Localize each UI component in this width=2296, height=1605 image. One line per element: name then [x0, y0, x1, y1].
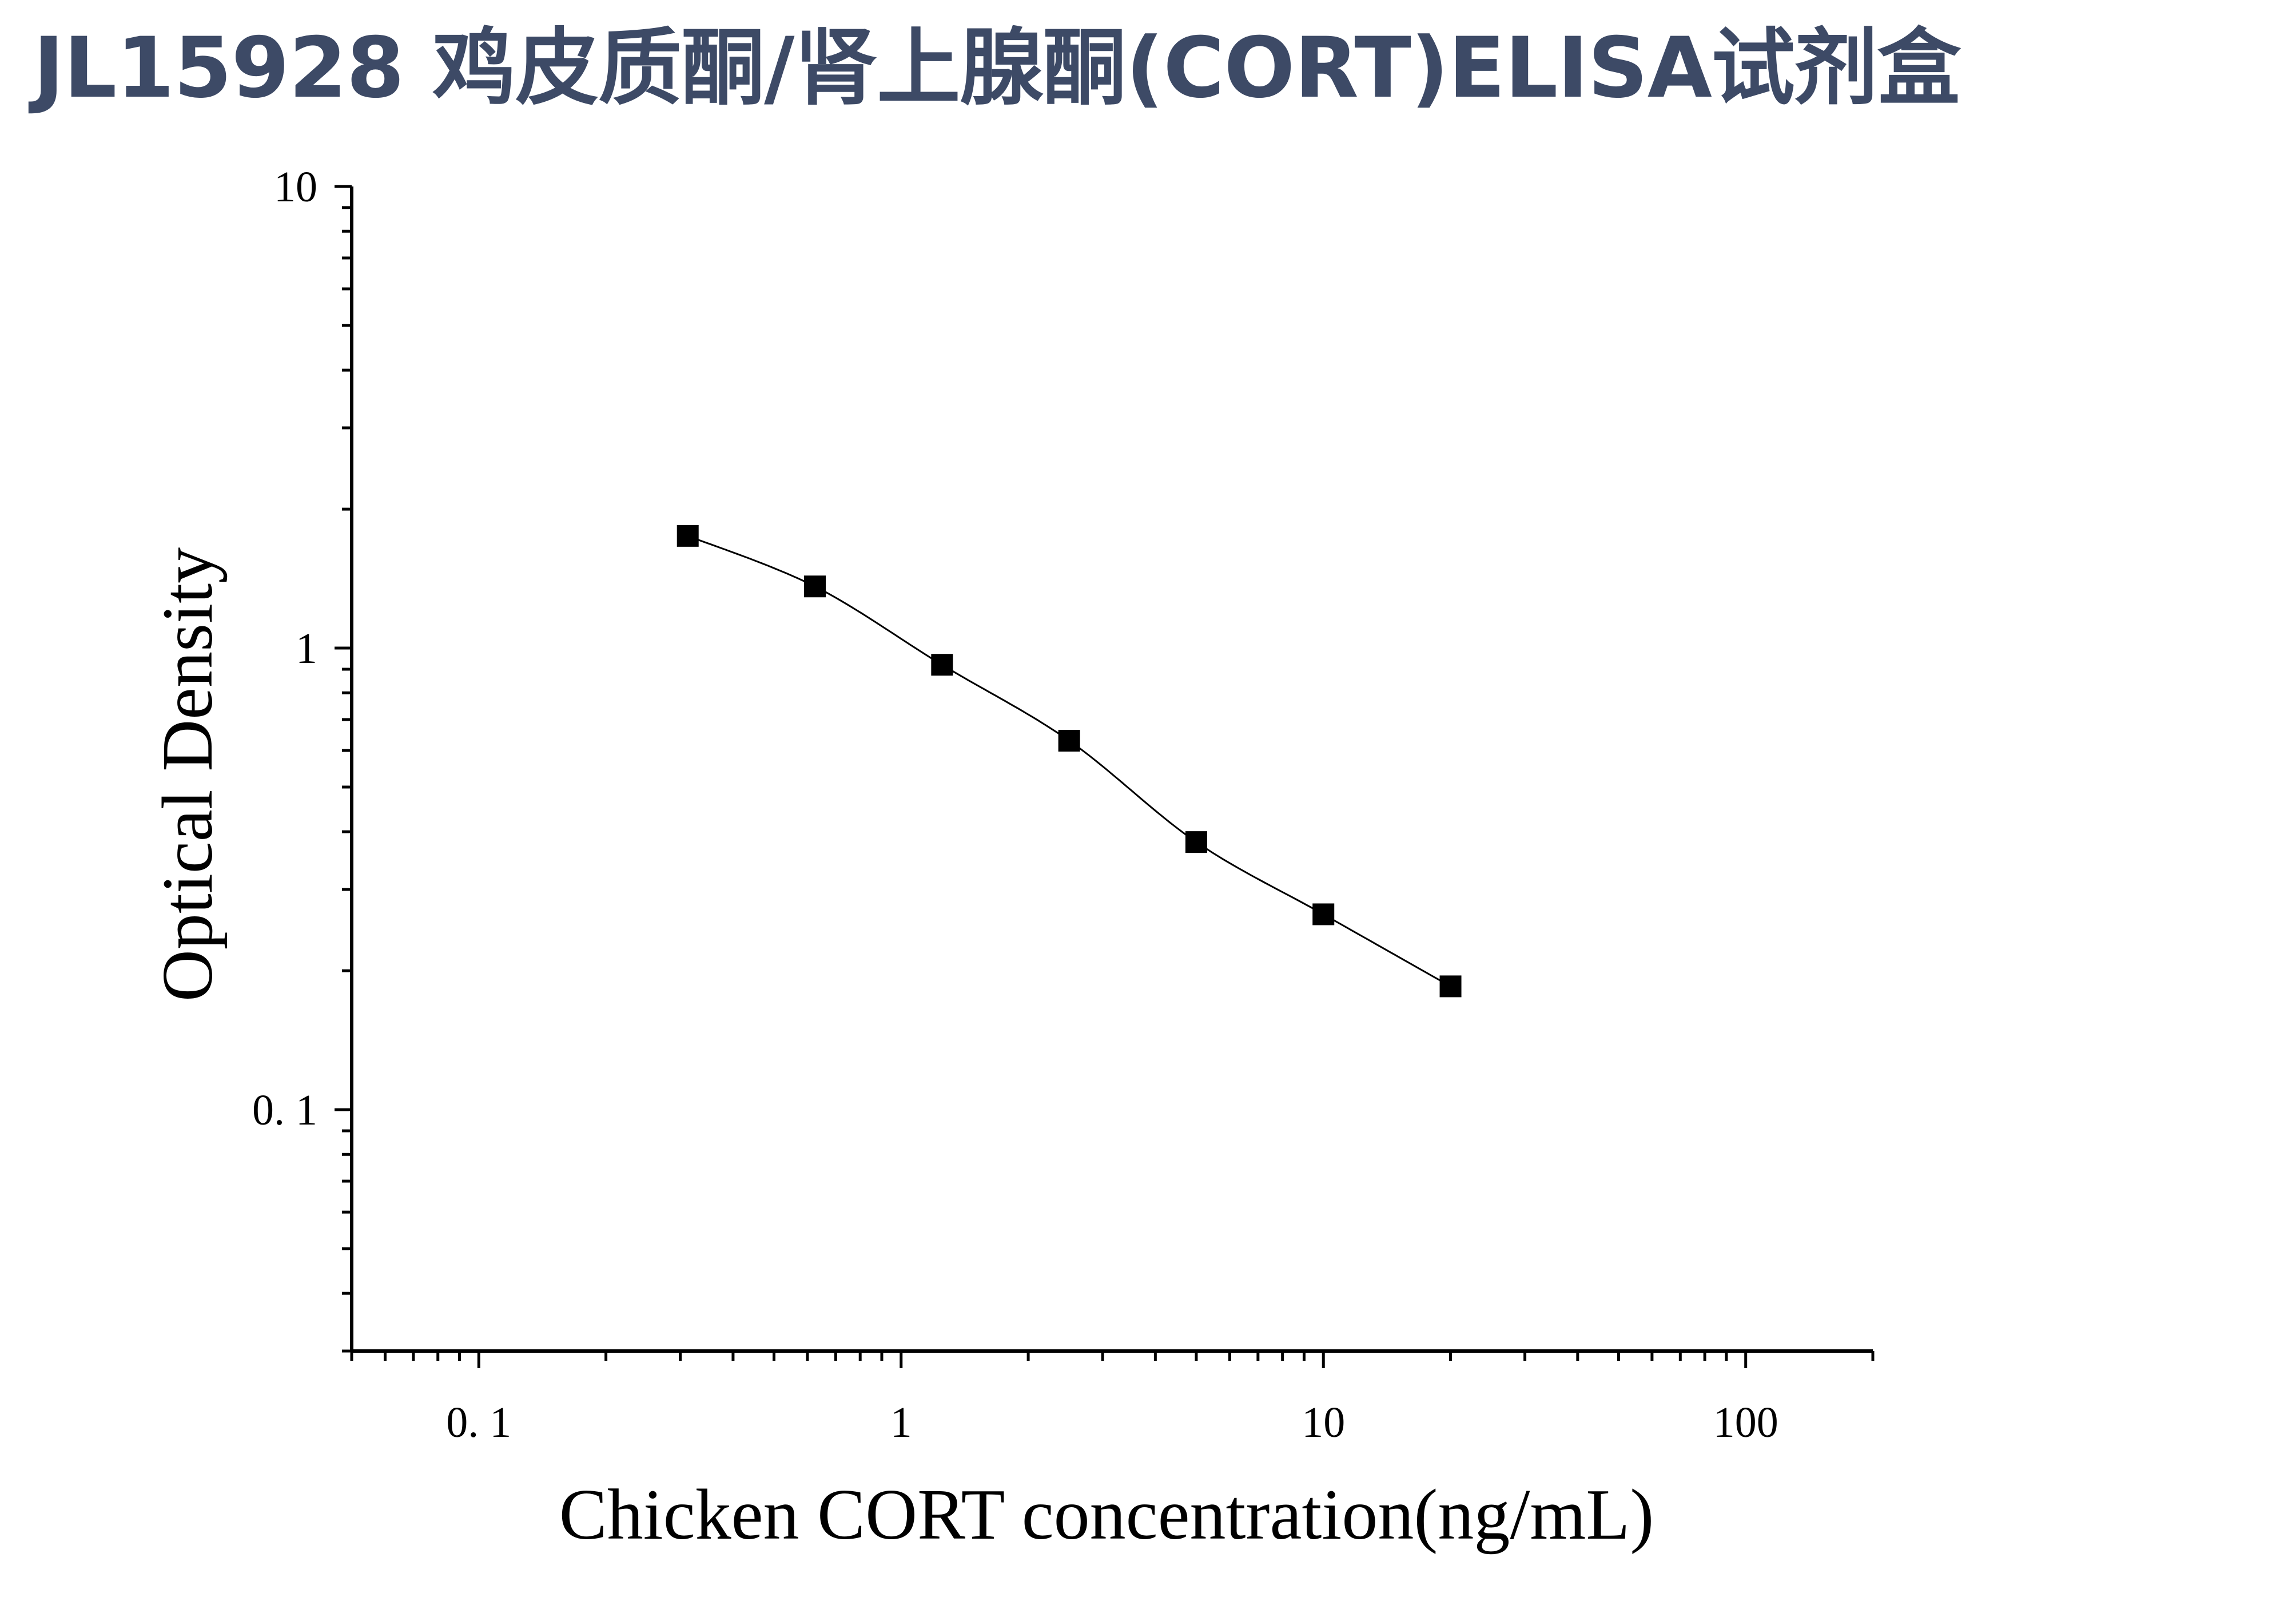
data-point — [1058, 729, 1080, 752]
x-tick-label: 0. 1 — [446, 1399, 511, 1447]
data-point — [931, 654, 953, 676]
data-point — [677, 525, 699, 547]
y-tick-label: 0. 1 — [252, 1086, 317, 1134]
x-tick-label: 100 — [1713, 1399, 1778, 1447]
y-tick-label: 10 — [274, 163, 317, 211]
axis-labels: 0. 1 1 10 100 0. 1 1 10 Chicken CORT concentrat… — [148, 163, 1778, 1555]
x-axis-title: Chicken CORT concentration(ng/mL) — [559, 1475, 1654, 1555]
data-point — [1185, 831, 1207, 853]
page-title: JL15928 鸡皮质酮/肾上腺酮(CORT)ELISA试剂盒 — [33, 19, 1961, 117]
fit-curve — [687, 535, 1451, 987]
x-tick-label: 10 — [1302, 1399, 1345, 1447]
data-point — [1439, 975, 1462, 998]
axes — [335, 185, 1875, 1368]
y-axis-title: Optical Density — [148, 547, 228, 1002]
x-tick-label: 1 — [890, 1399, 912, 1447]
data-points — [677, 525, 1462, 998]
fit-curve-layer — [687, 535, 1451, 987]
y-tick-label: 1 — [296, 625, 317, 673]
data-point — [804, 575, 826, 598]
data-point — [1312, 903, 1335, 925]
